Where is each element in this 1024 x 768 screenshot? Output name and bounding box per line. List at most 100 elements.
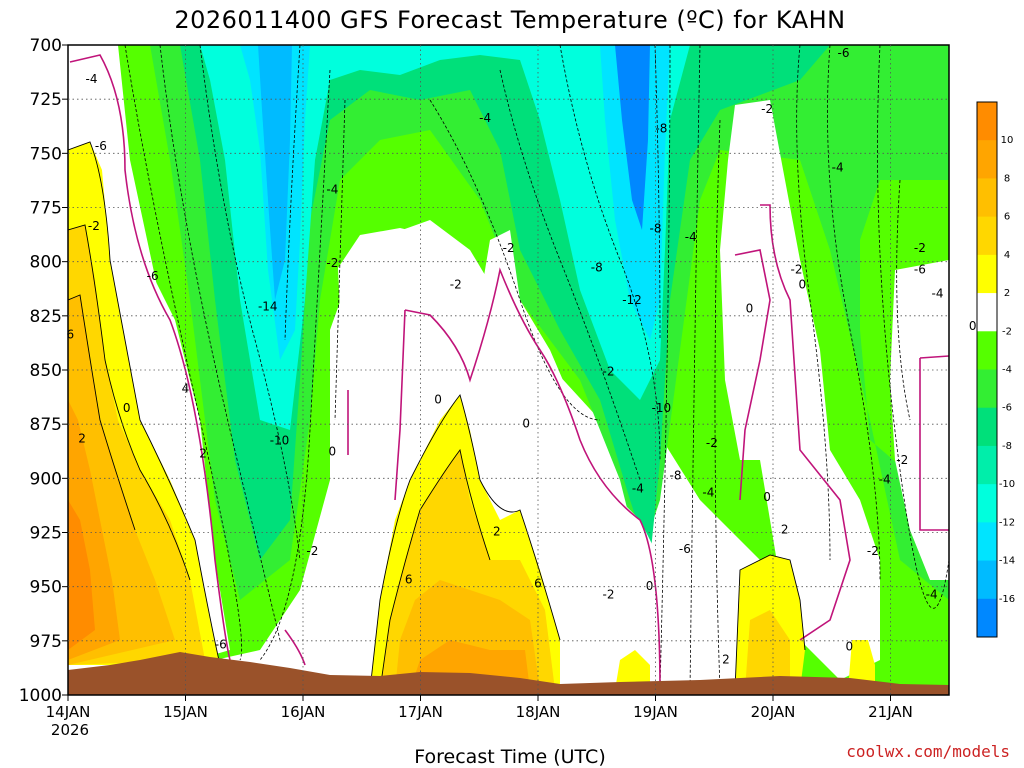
warm-region-small-yellow: [615, 650, 650, 690]
cold-core-blue-2: [615, 45, 650, 230]
colorbar-frame: [976, 101, 998, 638]
contour-label: -4: [879, 473, 891, 487]
contour-label: 0: [746, 302, 754, 316]
x-tick-label: 20JAN: [751, 703, 796, 721]
contour-label: -10: [270, 434, 290, 448]
warm-region-small-yellow-2: [848, 640, 875, 690]
contour-label: 2: [199, 447, 207, 461]
y-tick-label: 800: [30, 253, 62, 273]
contour-label: -2: [791, 263, 803, 277]
contour-label: 4: [182, 382, 190, 396]
contour-label: 6: [534, 577, 542, 591]
contour-label: -2: [503, 241, 515, 255]
colorbar-bin: [977, 331, 997, 370]
x-tick-label: 19JAN: [633, 703, 678, 721]
x-tick-label: 17JAN: [398, 703, 443, 721]
contour-label: -2: [603, 364, 615, 378]
y-tick-label: 950: [30, 578, 62, 598]
cold-region-cyan: [200, 45, 690, 430]
contour-label: -2: [603, 588, 615, 602]
contour-label: 0: [763, 490, 771, 504]
contour-label: -4: [326, 182, 338, 196]
colorbar-label: -10: [999, 479, 1015, 490]
y-tick-label: 925: [30, 524, 62, 544]
contour-label: -4: [932, 286, 944, 300]
y-tick-label: 850: [30, 361, 62, 381]
contour-label: 0: [969, 319, 977, 333]
colorbar-bin: [977, 445, 997, 485]
y-tick-label: 700: [30, 36, 62, 56]
contour-label: -2: [867, 544, 879, 558]
contour-label: 2: [78, 432, 86, 446]
colorbar-bin: [977, 369, 997, 409]
colorbar: 10 8 6 4 2 -2 -4 -6 -8 -10 -12 -14 -16: [976, 101, 1015, 638]
contour-label: 0: [522, 416, 530, 430]
colorbar-bin: [977, 293, 997, 332]
y-tick-label: 825: [30, 307, 62, 327]
colorbar-label: -8: [1002, 441, 1012, 452]
colorbar-label: -4: [1002, 365, 1012, 376]
contour-label: -4: [926, 588, 938, 602]
contour-label: 0: [846, 640, 854, 654]
contour-label: 2: [781, 523, 789, 537]
contour-label: -4: [479, 111, 491, 125]
colorbar-label: -14: [999, 556, 1015, 567]
contour-label: -6: [95, 139, 107, 153]
contour-label: -4: [702, 486, 714, 500]
cold-region-mid-green: [150, 45, 949, 600]
contour-label: -8: [591, 260, 603, 274]
contour-label: -6: [147, 269, 159, 283]
contour-label: -2: [88, 219, 100, 233]
grid-lines: [68, 45, 949, 695]
neutral-region-right: [720, 100, 880, 680]
contour-label: 0: [123, 401, 131, 415]
colorbar-label: -16: [999, 594, 1015, 605]
contour-label: -6: [679, 542, 691, 556]
contour-label: 0: [646, 579, 654, 593]
y-tick-label: 1000: [19, 686, 62, 706]
contour-label: 2: [722, 653, 730, 667]
colorbar-bin: [977, 598, 997, 638]
chart-title: 2026011400 GFS Forecast Temperature (ºC)…: [174, 6, 845, 34]
contour-label: -4: [86, 72, 98, 86]
contour-label: 2: [493, 525, 501, 539]
colorbar-bin: [977, 522, 997, 562]
cold-core-blue: [258, 45, 292, 300]
contour-label: 0: [329, 445, 337, 459]
terrain-fill: [68, 652, 949, 695]
y-tick-label: 750: [30, 144, 62, 164]
y-axis: 700 725 750 775 800 825 850 875 900 925 950 975 1000: [19, 36, 68, 706]
colorbar-label: -12: [999, 517, 1015, 528]
contour-label: -2: [896, 453, 908, 467]
x-axis: 14JAN 15JAN 16JAN 17JAN 18JAN 19JAN 20JAN 21JAN…: [46, 695, 913, 739]
source-label: coolwx.com/models: [846, 742, 1010, 761]
zero-contours: [69, 54, 949, 691]
colorbar-label: 2: [1004, 288, 1010, 299]
colorbar-bin: [977, 560, 997, 600]
colorbar-label: -6: [1002, 403, 1012, 414]
warm-region-right-gold: [745, 610, 790, 690]
neutral-region-center: [300, 228, 660, 690]
colorbar-bin: [977, 216, 997, 256]
colorbar-label: 4: [1004, 250, 1010, 261]
y-tick-label: 975: [30, 632, 62, 652]
colorbar-bin: [977, 140, 997, 179]
contour-label: 0: [799, 278, 807, 292]
contour-label: -2: [914, 241, 926, 255]
contour-label: 6: [405, 572, 413, 586]
contour-label: -4: [685, 230, 697, 244]
y-tick-label: 725: [30, 90, 62, 110]
x-axis-title: Forecast Time (UTC): [414, 746, 605, 768]
colorbar-bin: [977, 484, 997, 523]
contour-label: -6: [838, 46, 850, 60]
warm-region-left-deep-orange: [68, 500, 95, 650]
x-tick-label: 18JAN: [516, 703, 561, 721]
x-year-label: 2026: [51, 721, 89, 739]
contour-label: -12: [622, 293, 642, 307]
contour-label: -6: [215, 637, 227, 651]
colorbar-label: -2: [1002, 326, 1012, 337]
x-tick-label: 14JAN: [46, 703, 91, 721]
contour-label: -2: [761, 102, 773, 116]
dashed-contours: [124, 45, 949, 691]
